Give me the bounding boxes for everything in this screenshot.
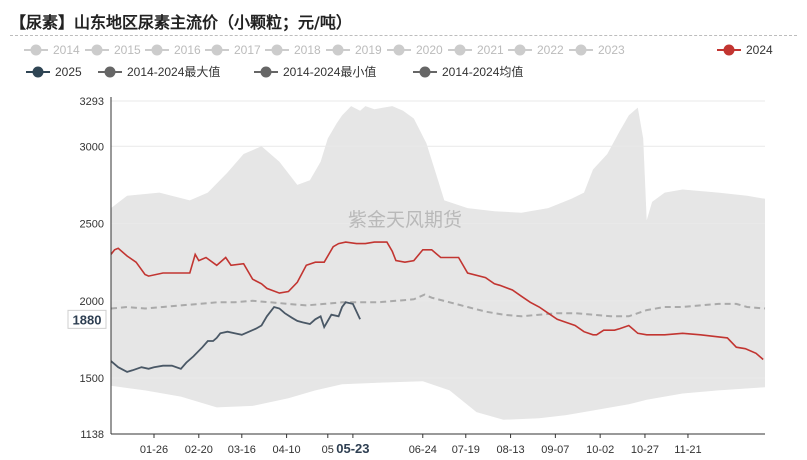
legend-item-2014-2024最小值[interactable]: 2014-2024最小值	[254, 64, 376, 79]
y-tick-label: 2000	[80, 296, 104, 308]
legend-item-2021[interactable]: 2021	[448, 43, 504, 57]
legend-label: 2023	[598, 43, 625, 57]
legend-swatch-dot	[104, 66, 116, 78]
band-area	[111, 106, 765, 420]
legend-item-2022[interactable]: 2022	[508, 43, 564, 57]
current-value-label: 1880	[73, 312, 102, 327]
legend-label: 2016	[174, 43, 201, 57]
legend-item-2019[interactable]: 2019	[326, 43, 382, 57]
title-divider	[10, 35, 797, 36]
x-tick-label: 07-19	[452, 444, 480, 456]
y-tick-label: 1138	[80, 429, 104, 441]
series-line-2024	[110, 241, 764, 361]
x-tick-label: 01-26	[140, 444, 168, 456]
legend-label: 2014-2024均值	[442, 64, 523, 79]
y-tick-label: 3000	[80, 141, 104, 153]
legend-swatch-dot	[575, 44, 587, 56]
x-tick-label: 05	[322, 444, 334, 456]
legend-swatch-dot	[454, 44, 466, 56]
legend-label: 2018	[294, 43, 321, 57]
x-tick-label: 09-07	[541, 444, 569, 456]
legend-swatch-dot	[393, 44, 405, 56]
x-axis-labels: 01-26 02-20 03-16 04-10 05 05-23 06-24 07-19 08-…	[140, 441, 702, 456]
legend-label: 2022	[537, 43, 564, 57]
legend-swatch-dot	[723, 44, 735, 56]
series-lines	[110, 241, 766, 373]
chart-title: 【尿素】山东地区尿素主流价（小颗粒；元/吨）	[10, 13, 352, 32]
legend-item-2018[interactable]: 2018	[265, 43, 321, 57]
y-tick-label: 1500	[80, 373, 104, 385]
legend-label: 2024	[746, 43, 773, 57]
legend-label: 2014-2024最小值	[283, 64, 376, 79]
x-tick-label-current: 05-23	[336, 441, 369, 456]
x-tick-label: 06-24	[409, 444, 437, 456]
legend-item-2017[interactable]: 2017	[205, 43, 261, 57]
x-tick-label: 04-10	[273, 444, 301, 456]
x-tick-label: 08-13	[496, 444, 524, 456]
legend-swatch-dot	[151, 44, 163, 56]
x-tick-label: 03-16	[228, 444, 256, 456]
legend-label: 2014	[53, 43, 80, 57]
watermark: 紫金天风期货	[348, 209, 462, 231]
legend-label: 2014-2024最大值	[127, 64, 220, 79]
current-value-marker: 1880	[67, 309, 107, 329]
legend-swatch-dot	[32, 66, 44, 78]
legend-swatch-dot	[271, 44, 283, 56]
legend-item-2016[interactable]: 2016	[145, 43, 201, 57]
legend-item-2024[interactable]: 2024	[717, 43, 773, 57]
legend-item-2023[interactable]: 2023	[569, 43, 625, 57]
axes	[110, 97, 765, 438]
current-value-box	[67, 309, 107, 329]
legend-item-2015[interactable]: 2015	[85, 43, 141, 57]
y-tick-label: 2500	[80, 219, 104, 231]
series-line-avg	[110, 293, 766, 318]
legend-label: 2020	[416, 43, 443, 57]
legend-label: 2015	[114, 43, 141, 57]
legend[interactable]: 2014 2015 2016 2017 2018 2019 2020 2021 2022 2023…	[24, 43, 773, 79]
y-tick-label: 3293	[80, 96, 104, 108]
legend-item-2014-2024最大值[interactable]: 2014-2024最大值	[98, 64, 220, 79]
legend-swatch-dot	[30, 44, 42, 56]
legend-swatch-dot	[211, 44, 223, 56]
legend-item-2020[interactable]: 2020	[387, 43, 443, 57]
min-max-band	[111, 106, 765, 420]
legend-label: 2017	[234, 43, 261, 57]
legend-item-2014-2024均值[interactable]: 2014-2024均值	[413, 64, 523, 79]
y-axis-labels: 3293 3000 2500 2000 1500 1138	[80, 96, 104, 441]
legend-label: 2019	[355, 43, 382, 57]
x-tick-label: 02-20	[185, 444, 213, 456]
legend-label: 2021	[477, 43, 504, 57]
legend-swatch-dot	[260, 66, 272, 78]
legend-item-2025[interactable]: 2025	[26, 65, 82, 79]
legend-swatch-dot	[332, 44, 344, 56]
legend-item-2014[interactable]: 2014	[24, 43, 80, 57]
legend-swatch-dot	[91, 44, 103, 56]
series-line-2025	[110, 301, 361, 373]
legend-label: 2025	[55, 65, 82, 79]
x-tick-label: 10-27	[631, 444, 659, 456]
x-tick-label: 11-21	[674, 444, 701, 456]
legend-swatch-dot	[514, 44, 526, 56]
x-tick-label: 10-02	[586, 444, 614, 456]
legend-swatch-dot	[419, 66, 431, 78]
